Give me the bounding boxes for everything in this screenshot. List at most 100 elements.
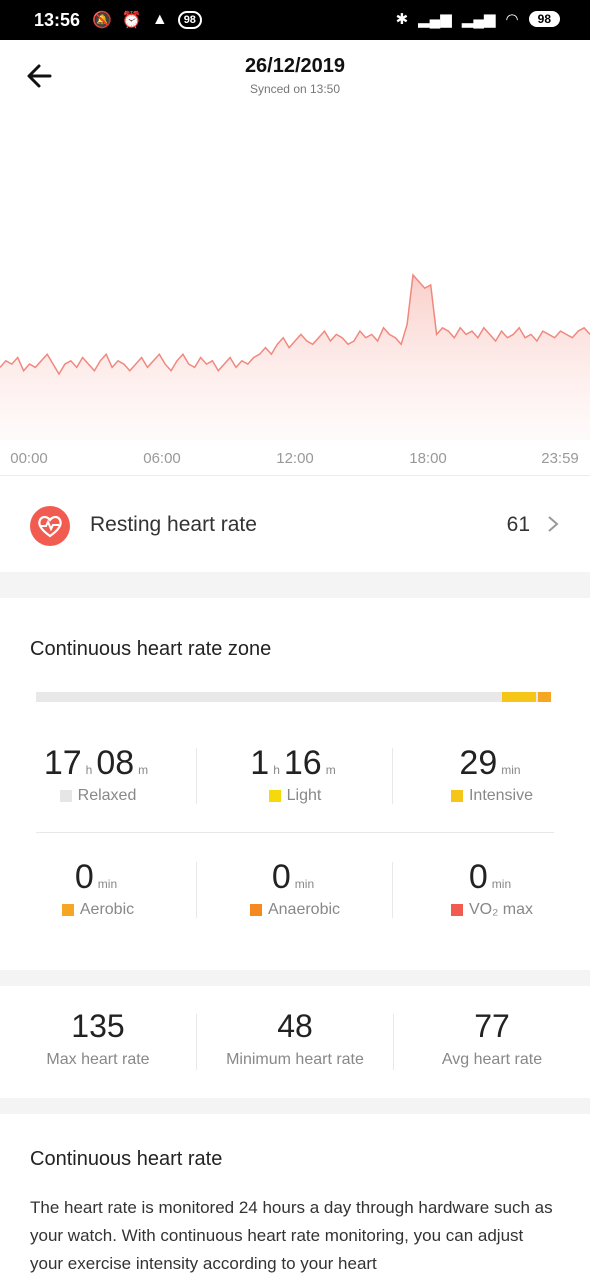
separator — [196, 1014, 197, 1070]
zone-label-text: Light — [286, 787, 322, 804]
wifi-icon: ◠ — [505, 11, 519, 28]
zone-label-text: Aerobic — [79, 901, 135, 918]
minimum-heart-rate: 48 Minimum heart rate — [197, 1008, 393, 1069]
heart-rate-stats: 135 Max heart rate 48 Minimum heart rate… — [0, 986, 590, 1098]
app-icon: ▲ — [151, 11, 168, 28]
x-tick-label: 23:59 — [541, 450, 579, 467]
zone-swatch — [249, 904, 262, 916]
status-time: 13:56 — [34, 10, 81, 30]
stat-label: Max heart rate — [46, 1051, 150, 1068]
heart-rate-zone-section: Continuous heart rate zone 17 h 08 m Relaxed… — [0, 598, 590, 970]
duration-unit: min — [294, 877, 315, 891]
zone-swatch — [451, 904, 463, 916]
duration-unit: min — [491, 877, 512, 891]
duration-value: 08 — [96, 744, 135, 782]
section-separator — [0, 1098, 590, 1114]
duration-value: 29 — [459, 744, 498, 782]
zone-label-text: Relaxed — [77, 787, 137, 804]
duration-value: 17 — [43, 744, 82, 782]
avg-heart-rate: 77 Avg heart rate — [394, 1008, 590, 1069]
duration-value: 0 — [468, 858, 488, 896]
info-text: The heart rate is monitored 24 hours a d… — [30, 1198, 553, 1273]
chart-line — [0, 273, 590, 376]
signal-icon: ▂▄▆ — [418, 11, 452, 28]
zone-bar-intensive — [538, 692, 551, 702]
zone-label: Relaxed — [0, 787, 196, 805]
back-arrow-icon[interactable] — [22, 58, 58, 94]
separator — [392, 748, 393, 804]
sync-status: Synced on 13:50 — [249, 82, 341, 96]
info-section: Continuous heart rate The heart rate is … — [0, 1114, 590, 1280]
status-left-icons: 🔕 ⏰ ▲ 98 — [92, 10, 202, 30]
heart-rate-chart[interactable] — [0, 110, 590, 440]
zone-swatch — [268, 790, 281, 802]
section-separator — [0, 572, 590, 598]
chart-x-axis: 00:00 06:00 12:00 18:00 23:59 — [0, 440, 590, 476]
duration-value: 1 — [250, 744, 270, 782]
zone-progress-bar — [36, 692, 551, 702]
x-tick-label: 06:00 — [143, 450, 181, 467]
zone-title: Continuous heart rate zone — [30, 638, 272, 660]
zone-swatch — [450, 790, 463, 802]
duration-unit: m — [138, 763, 149, 777]
zone-swatch — [61, 904, 74, 916]
x-tick-label: 00:00 — [10, 450, 48, 467]
duration-unit: m — [325, 763, 336, 777]
duration-value: 16 — [283, 744, 322, 782]
chart-area — [0, 275, 590, 440]
notification-badge: 98 — [177, 11, 202, 29]
resting-heart-rate-row[interactable]: Resting heart rate 61 — [0, 476, 590, 572]
separator — [36, 832, 554, 833]
chevron-right-icon — [548, 516, 559, 532]
zone-label-text: VO₂ max — [469, 901, 533, 918]
duration-value: 0 — [74, 858, 94, 896]
duration-unit: h — [85, 763, 93, 777]
stat-value: 135 — [71, 1008, 125, 1044]
stat-value: 48 — [277, 1008, 313, 1044]
zone-bar-light — [502, 692, 536, 702]
zone-label-text: Intensive — [468, 787, 534, 804]
zone-cell: 17 h 08 m Relaxed — [0, 744, 196, 805]
duration-unit: min — [97, 877, 118, 891]
separator — [196, 748, 197, 804]
duration-unit: min — [501, 763, 521, 777]
zone-label-text: Anaerobic — [267, 901, 341, 918]
status-bar: 13:56 🔕 ⏰ ▲ 98 ✱ ▂▄▆ ▂▄▆ ◠ 98 — [0, 0, 590, 40]
zone-label: VO₂ max — [394, 901, 590, 919]
zone-swatch — [59, 790, 72, 802]
stat-label: Minimum heart rate — [226, 1051, 364, 1068]
separator — [393, 1014, 394, 1070]
separator — [196, 862, 197, 918]
zone-duration: 29 min — [394, 744, 590, 783]
info-title: Continuous heart rate — [30, 1148, 223, 1170]
zone-label: Aerobic — [0, 901, 196, 919]
max-heart-rate: 135 Max heart rate — [0, 1008, 196, 1069]
duration-unit: h — [273, 763, 280, 777]
resting-label: Resting heart rate — [90, 513, 257, 536]
zone-duration: 0 min — [394, 858, 590, 897]
mute-icon: 🔕 — [92, 12, 112, 29]
page-title: 26/12/2019 — [244, 55, 346, 77]
status-right-icons: ✱ ▂▄▆ ▂▄▆ ◠ 98 — [396, 10, 560, 28]
divider — [0, 475, 590, 476]
section-separator — [0, 970, 590, 986]
zone-duration: 0 min — [197, 858, 393, 897]
zone-label: Intensive — [394, 787, 590, 805]
bluetooth-icon: ✱ — [395, 11, 409, 28]
battery-icon: 98 — [528, 11, 560, 27]
separator — [392, 862, 393, 918]
header: 26/12/2019 Synced on 13:50 — [0, 40, 590, 110]
alarm-icon: ⏰ — [121, 12, 142, 29]
resting-value: 61 — [506, 513, 530, 536]
stat-label: Avg heart rate — [441, 1051, 543, 1068]
zone-duration: 0 min — [0, 858, 196, 897]
zone-cell: 1 h 16 m Light — [197, 744, 393, 805]
zone-cell: 0 min VO₂ max — [394, 858, 590, 919]
zone-cell: 0 min Aerobic — [0, 858, 196, 919]
x-tick-label: 18:00 — [409, 450, 447, 467]
duration-value: 0 — [271, 858, 291, 896]
stat-value: 77 — [474, 1008, 510, 1044]
zone-duration: 1 h 16 m — [197, 744, 393, 783]
zone-label: Light — [197, 787, 393, 805]
zone-cell: 29 min Intensive — [394, 744, 590, 805]
